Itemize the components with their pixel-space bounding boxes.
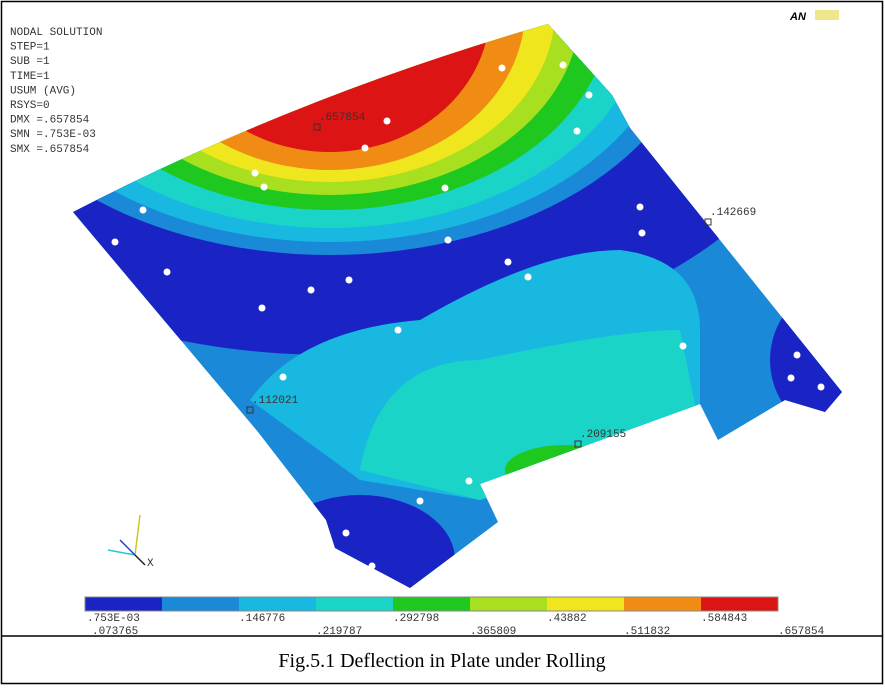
- info-line: NODAL SOLUTION: [10, 27, 102, 39]
- info-line: USUM (AVG): [10, 85, 76, 97]
- info-line: SMN =.753E-03: [10, 129, 96, 141]
- logo: AN: [789, 11, 807, 23]
- info-line: DMX =.657854: [10, 115, 90, 127]
- info-line: STEP=1: [10, 42, 50, 54]
- legend-swatch: [239, 597, 316, 611]
- legend-swatch: [701, 597, 778, 611]
- legend-label: .657854: [778, 626, 825, 638]
- info-line: SUB =1: [10, 56, 50, 68]
- legend-swatch: [316, 597, 393, 611]
- legend-label: .219787: [316, 626, 362, 638]
- page: NODAL SOLUTION STEP=1 SUB =1 TIME=1 USUM (AV…: [0, 0, 885, 686]
- annotation: .209155: [580, 429, 626, 441]
- info-line: TIME=1: [10, 71, 50, 83]
- legend-label: .146776: [239, 613, 285, 625]
- annotation: .112021: [252, 395, 299, 407]
- legend-swatch: [85, 597, 162, 611]
- logo-tail: [815, 10, 839, 20]
- axis-label: X: [147, 558, 154, 570]
- legend-label: .073765: [92, 626, 138, 638]
- legend-label: .511832: [624, 626, 670, 638]
- legend-label: .584843: [701, 613, 747, 625]
- caption: Fig.5.1 Deflection in Plate under Rollin…: [278, 650, 605, 672]
- annotation: .657854: [319, 112, 366, 124]
- legend-label: .43882: [547, 613, 587, 625]
- legend-swatch: [547, 597, 624, 611]
- legend-label: .365809: [470, 626, 516, 638]
- legend-label: .753E-03: [87, 613, 140, 625]
- annotation: .142669: [710, 207, 756, 219]
- info-line: SMX =.657854: [10, 144, 90, 156]
- legend-swatch: [624, 597, 701, 611]
- legend-swatch: [393, 597, 470, 611]
- legend-label: .292798: [393, 613, 439, 625]
- legend-swatch: [470, 597, 547, 611]
- info-line: RSYS=0: [10, 100, 50, 112]
- legend-swatch: [162, 597, 239, 611]
